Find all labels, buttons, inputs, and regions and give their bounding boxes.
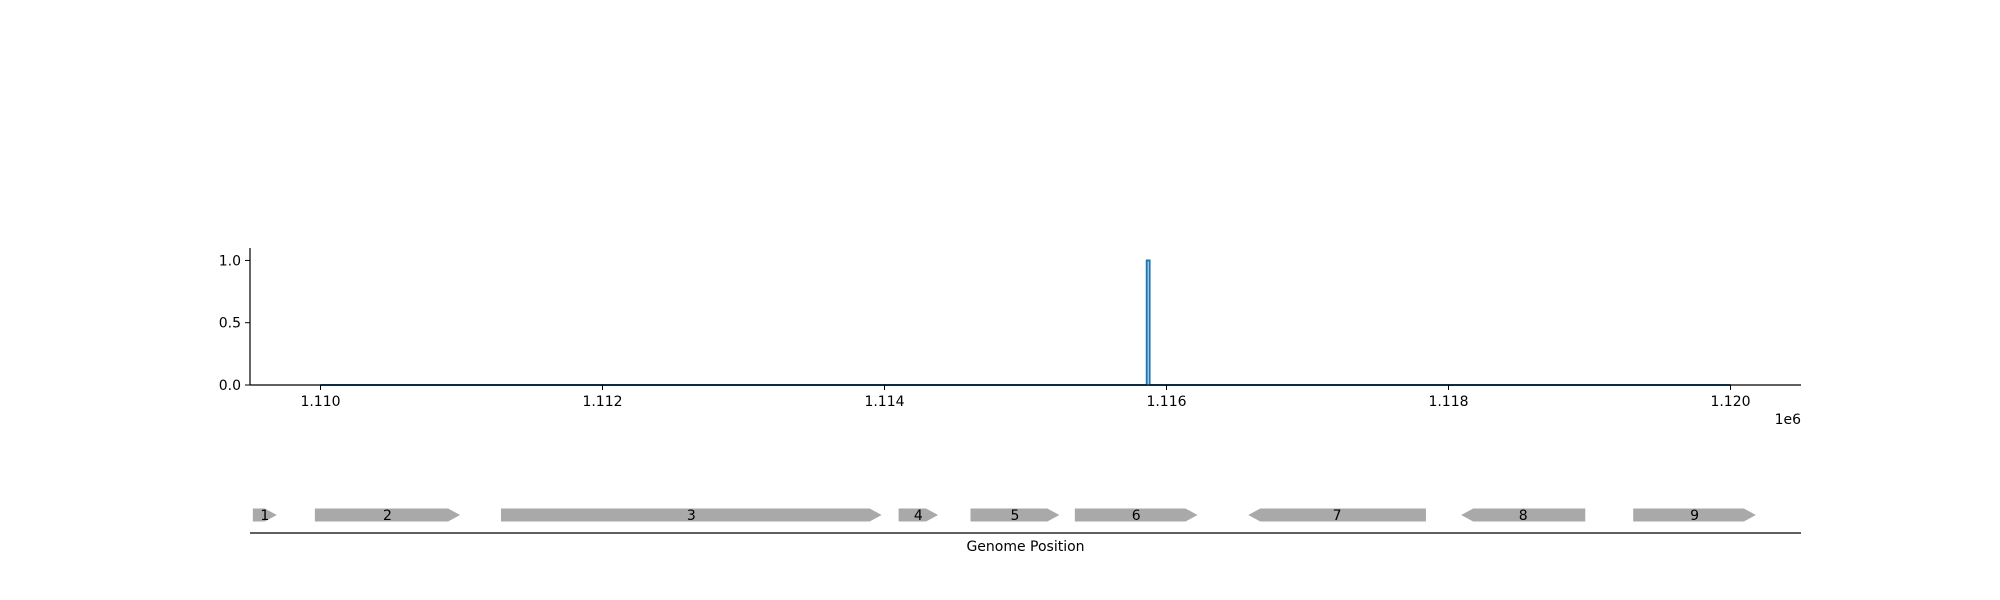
gene-arrow (1074, 508, 1198, 522)
x-axis-ticks: 1.110 1.112 1.114 1.116 1.118 1.120 (300, 385, 1751, 410)
gene-features: 1 2 3 4 5 6 7 8 9 (252, 508, 1756, 524)
coverage-line (320, 259, 1731, 386)
gene-label: 6 (1132, 508, 1141, 524)
gene-label: 5 (1010, 508, 1019, 524)
x-tick-label: 1.116 (1146, 394, 1186, 410)
y-tick-label: 0.0 (219, 378, 241, 394)
gene-arrow (500, 508, 882, 522)
y-tick-label: 1.0 (219, 253, 241, 269)
gene-label: 7 (1333, 508, 1342, 524)
coverage-series-layer (320, 259, 1731, 386)
x-tick-label: 1.112 (582, 394, 622, 410)
y-tick-label: 0.5 (219, 316, 241, 332)
gene-arrow (1248, 508, 1426, 522)
gene-label: 9 (1690, 508, 1699, 524)
gene-arrow (1633, 508, 1756, 522)
x-axis-label: Genome Position (966, 539, 1084, 555)
x-tick-label: 1.110 (300, 394, 340, 410)
x-axis-offset-label: 1e6 (1775, 412, 1802, 428)
gene-track: 1 2 3 4 5 6 7 8 9 Genome Position (250, 508, 1801, 555)
gene-label: 8 (1519, 508, 1528, 524)
gene-arrow (314, 508, 461, 522)
gene-arrow (252, 508, 277, 522)
y-axis-ticks: 0.0 0.5 1.0 (219, 253, 250, 394)
coverage-plot: 0.0 0.5 1.0 1.110 1.112 1.114 1.116 1.118 1.120… (219, 248, 1801, 428)
gene-label: 3 (687, 508, 696, 524)
x-tick-label: 1.118 (1428, 394, 1468, 410)
x-tick-label: 1.114 (864, 394, 904, 410)
gene-arrow (970, 508, 1060, 522)
gene-arrow (898, 508, 939, 522)
gene-arrow (1461, 508, 1586, 522)
x-tick-label: 1.120 (1710, 394, 1750, 410)
gene-label: 4 (914, 508, 923, 524)
gene-label: 2 (383, 508, 392, 524)
gene-label: 1 (260, 508, 269, 524)
